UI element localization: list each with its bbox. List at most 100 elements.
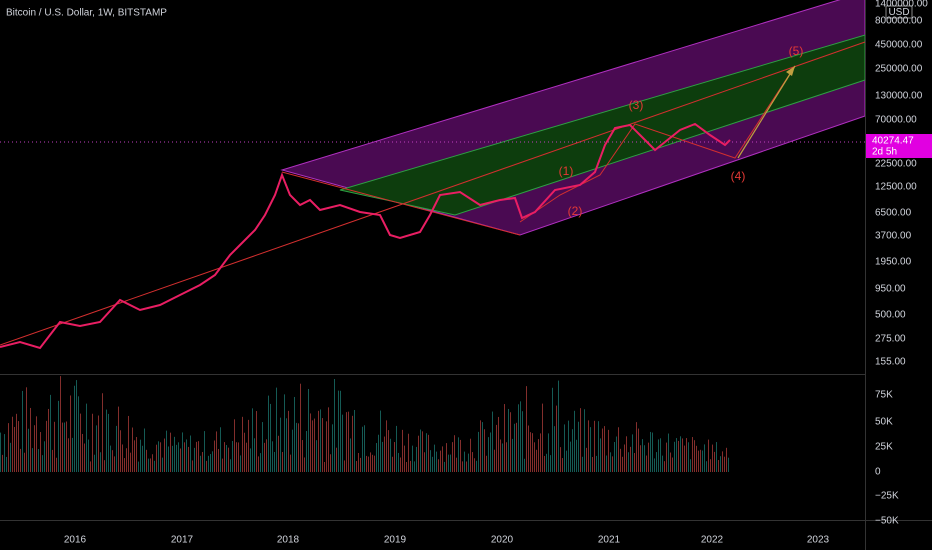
- volume-bar: [248, 419, 249, 472]
- volume-bar: [278, 435, 279, 472]
- volume-bar: [34, 425, 35, 472]
- volume-bar: [600, 438, 601, 472]
- volume-bar: [312, 420, 313, 472]
- volume-bar: [302, 440, 303, 472]
- volume-bar: [76, 380, 77, 472]
- volume-bar: [336, 447, 337, 472]
- volume-bar: [324, 461, 325, 472]
- price-tick-label: 6500.00: [875, 208, 912, 219]
- currency[interactable]: USD: [888, 7, 909, 18]
- volume-bar: [84, 443, 85, 472]
- volume-bar: [142, 445, 143, 472]
- symbol-title: Bitcoin / U.S. Dollar, 1W, BITSTAMP: [6, 8, 167, 19]
- volume-bar: [518, 404, 519, 472]
- volume-tick-label: 50K: [875, 417, 893, 428]
- volume-bar: [114, 456, 115, 472]
- volume-bar: [242, 416, 243, 472]
- volume-bar: [240, 455, 241, 472]
- volume-bar: [52, 449, 53, 472]
- volume-bar: [666, 442, 667, 472]
- volume-bar: [720, 456, 721, 472]
- volume-bar: [10, 442, 11, 472]
- volume-bar: [584, 409, 585, 472]
- volume-bar: [514, 423, 515, 472]
- volume-bar: [44, 441, 45, 472]
- time-tick-label: 2021: [598, 535, 621, 546]
- volume-bar: [646, 455, 647, 472]
- volume-bar: [36, 416, 37, 472]
- volume-bar: [266, 439, 267, 472]
- volume-bar: [234, 419, 235, 472]
- volume-bar: [550, 455, 551, 472]
- volume-bar: [150, 458, 151, 472]
- volume-bar: [450, 454, 451, 472]
- volume-bar: [6, 456, 7, 472]
- volume-bar: [556, 405, 557, 472]
- volume-bar: [148, 458, 149, 472]
- volume-bar: [658, 439, 659, 472]
- volume-bar: [602, 428, 603, 472]
- volume-bar: [582, 456, 583, 472]
- price-tick-label: 450000.00: [875, 40, 923, 51]
- volume-bar: [260, 453, 261, 472]
- volume-bar: [416, 446, 417, 472]
- volume-bar: [196, 441, 197, 472]
- volume-bar: [200, 455, 201, 472]
- volume-bar: [16, 413, 17, 472]
- volume-bar: [620, 448, 621, 472]
- price-tick-label: 950.00: [875, 284, 906, 295]
- volume-bar: [654, 458, 655, 472]
- volume-bar: [638, 428, 639, 472]
- volume-bar: [436, 451, 437, 472]
- volume-bar: [156, 444, 157, 472]
- volume-bar: [728, 457, 729, 472]
- volume-bar: [54, 421, 55, 472]
- volume-bar: [252, 408, 253, 472]
- volume-bar: [110, 445, 111, 472]
- volume-bar: [588, 420, 589, 472]
- volume-bar: [352, 415, 353, 472]
- volume-bar: [66, 421, 67, 472]
- volume-bar: [348, 411, 349, 472]
- volume-bar: [592, 456, 593, 472]
- volume-bar: [194, 447, 195, 472]
- volume-bar: [86, 403, 87, 472]
- volume-bar: [632, 434, 633, 472]
- volume-bar: [570, 441, 571, 472]
- price-tick-label: 22500.00: [875, 159, 917, 170]
- volume-bar: [484, 429, 485, 472]
- price-tick-label: 1400000.00: [875, 0, 928, 10]
- volume-bar: [50, 394, 51, 472]
- volume-bar: [506, 442, 507, 472]
- volume-bar: [660, 438, 661, 472]
- volume-bar: [0, 432, 1, 472]
- volume-bar: [224, 442, 225, 472]
- volume-tick-label: 75K: [875, 390, 893, 401]
- currency-box[interactable]: [885, 5, 913, 19]
- volume-bar: [478, 431, 479, 472]
- volume-bar: [466, 461, 467, 472]
- volume-bar: [230, 459, 231, 472]
- volume-bar: [410, 460, 411, 472]
- price-badge: [866, 134, 932, 158]
- volume-tick-label: 0: [875, 467, 881, 478]
- volume-bar: [622, 456, 623, 472]
- volume-bar: [250, 448, 251, 472]
- volume-bar: [672, 457, 673, 472]
- volume-bar: [344, 460, 345, 472]
- volume-bar: [112, 450, 113, 472]
- volume-bar: [712, 444, 713, 472]
- volume-bars: [0, 376, 729, 472]
- volume-bar: [698, 450, 699, 472]
- volume-bar: [722, 451, 723, 472]
- volume-bar: [408, 433, 409, 472]
- volume-bar: [42, 455, 43, 472]
- volume-bar: [198, 441, 199, 472]
- volume-bar: [502, 443, 503, 472]
- volume-bar: [576, 439, 577, 472]
- volume-bar: [446, 443, 447, 472]
- volume-bar: [718, 460, 719, 472]
- volume-bar: [474, 458, 475, 472]
- volume-bar: [102, 393, 103, 472]
- volume-bar: [60, 376, 61, 472]
